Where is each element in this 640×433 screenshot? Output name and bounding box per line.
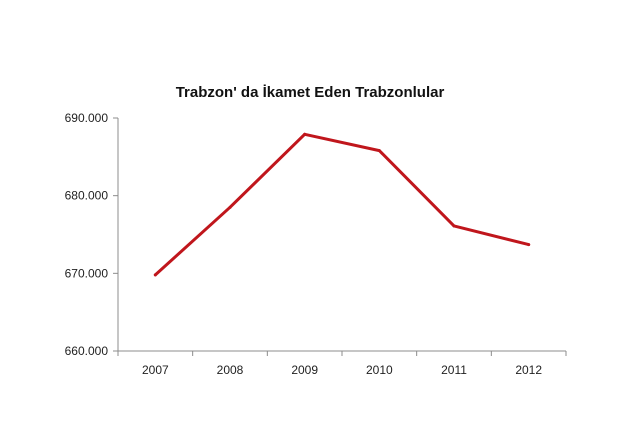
x-tick-label: 2009 [291, 363, 318, 377]
data-point [377, 149, 381, 153]
data-point [303, 132, 307, 136]
data-point [153, 273, 157, 277]
x-tick-label: 2007 [142, 363, 169, 377]
x-axis-ticks: 2007 2008 2009 2010 2011 2012 [117, 351, 567, 377]
y-tick-label: 660.000 [65, 344, 109, 358]
chart-title: Trabzon' da İkamet Eden Trabzonlular [176, 84, 445, 101]
data-point [527, 243, 531, 247]
x-tick-label: 2011 [441, 363, 467, 377]
data-point [452, 224, 456, 228]
y-axis-ticks: 660.000 670.000 680.000 690.000 [65, 111, 118, 358]
x-tick-label: 2010 [366, 363, 393, 377]
series-group [153, 132, 531, 277]
series-line [153, 132, 531, 277]
y-tick-label: 680.000 [65, 189, 109, 203]
y-tick-label: 690.000 [65, 111, 109, 125]
axes [117, 118, 566, 352]
data-point [228, 205, 232, 209]
x-tick-label: 2012 [515, 363, 542, 377]
y-tick-label: 670.000 [65, 266, 109, 280]
x-tick-label: 2008 [217, 363, 244, 377]
